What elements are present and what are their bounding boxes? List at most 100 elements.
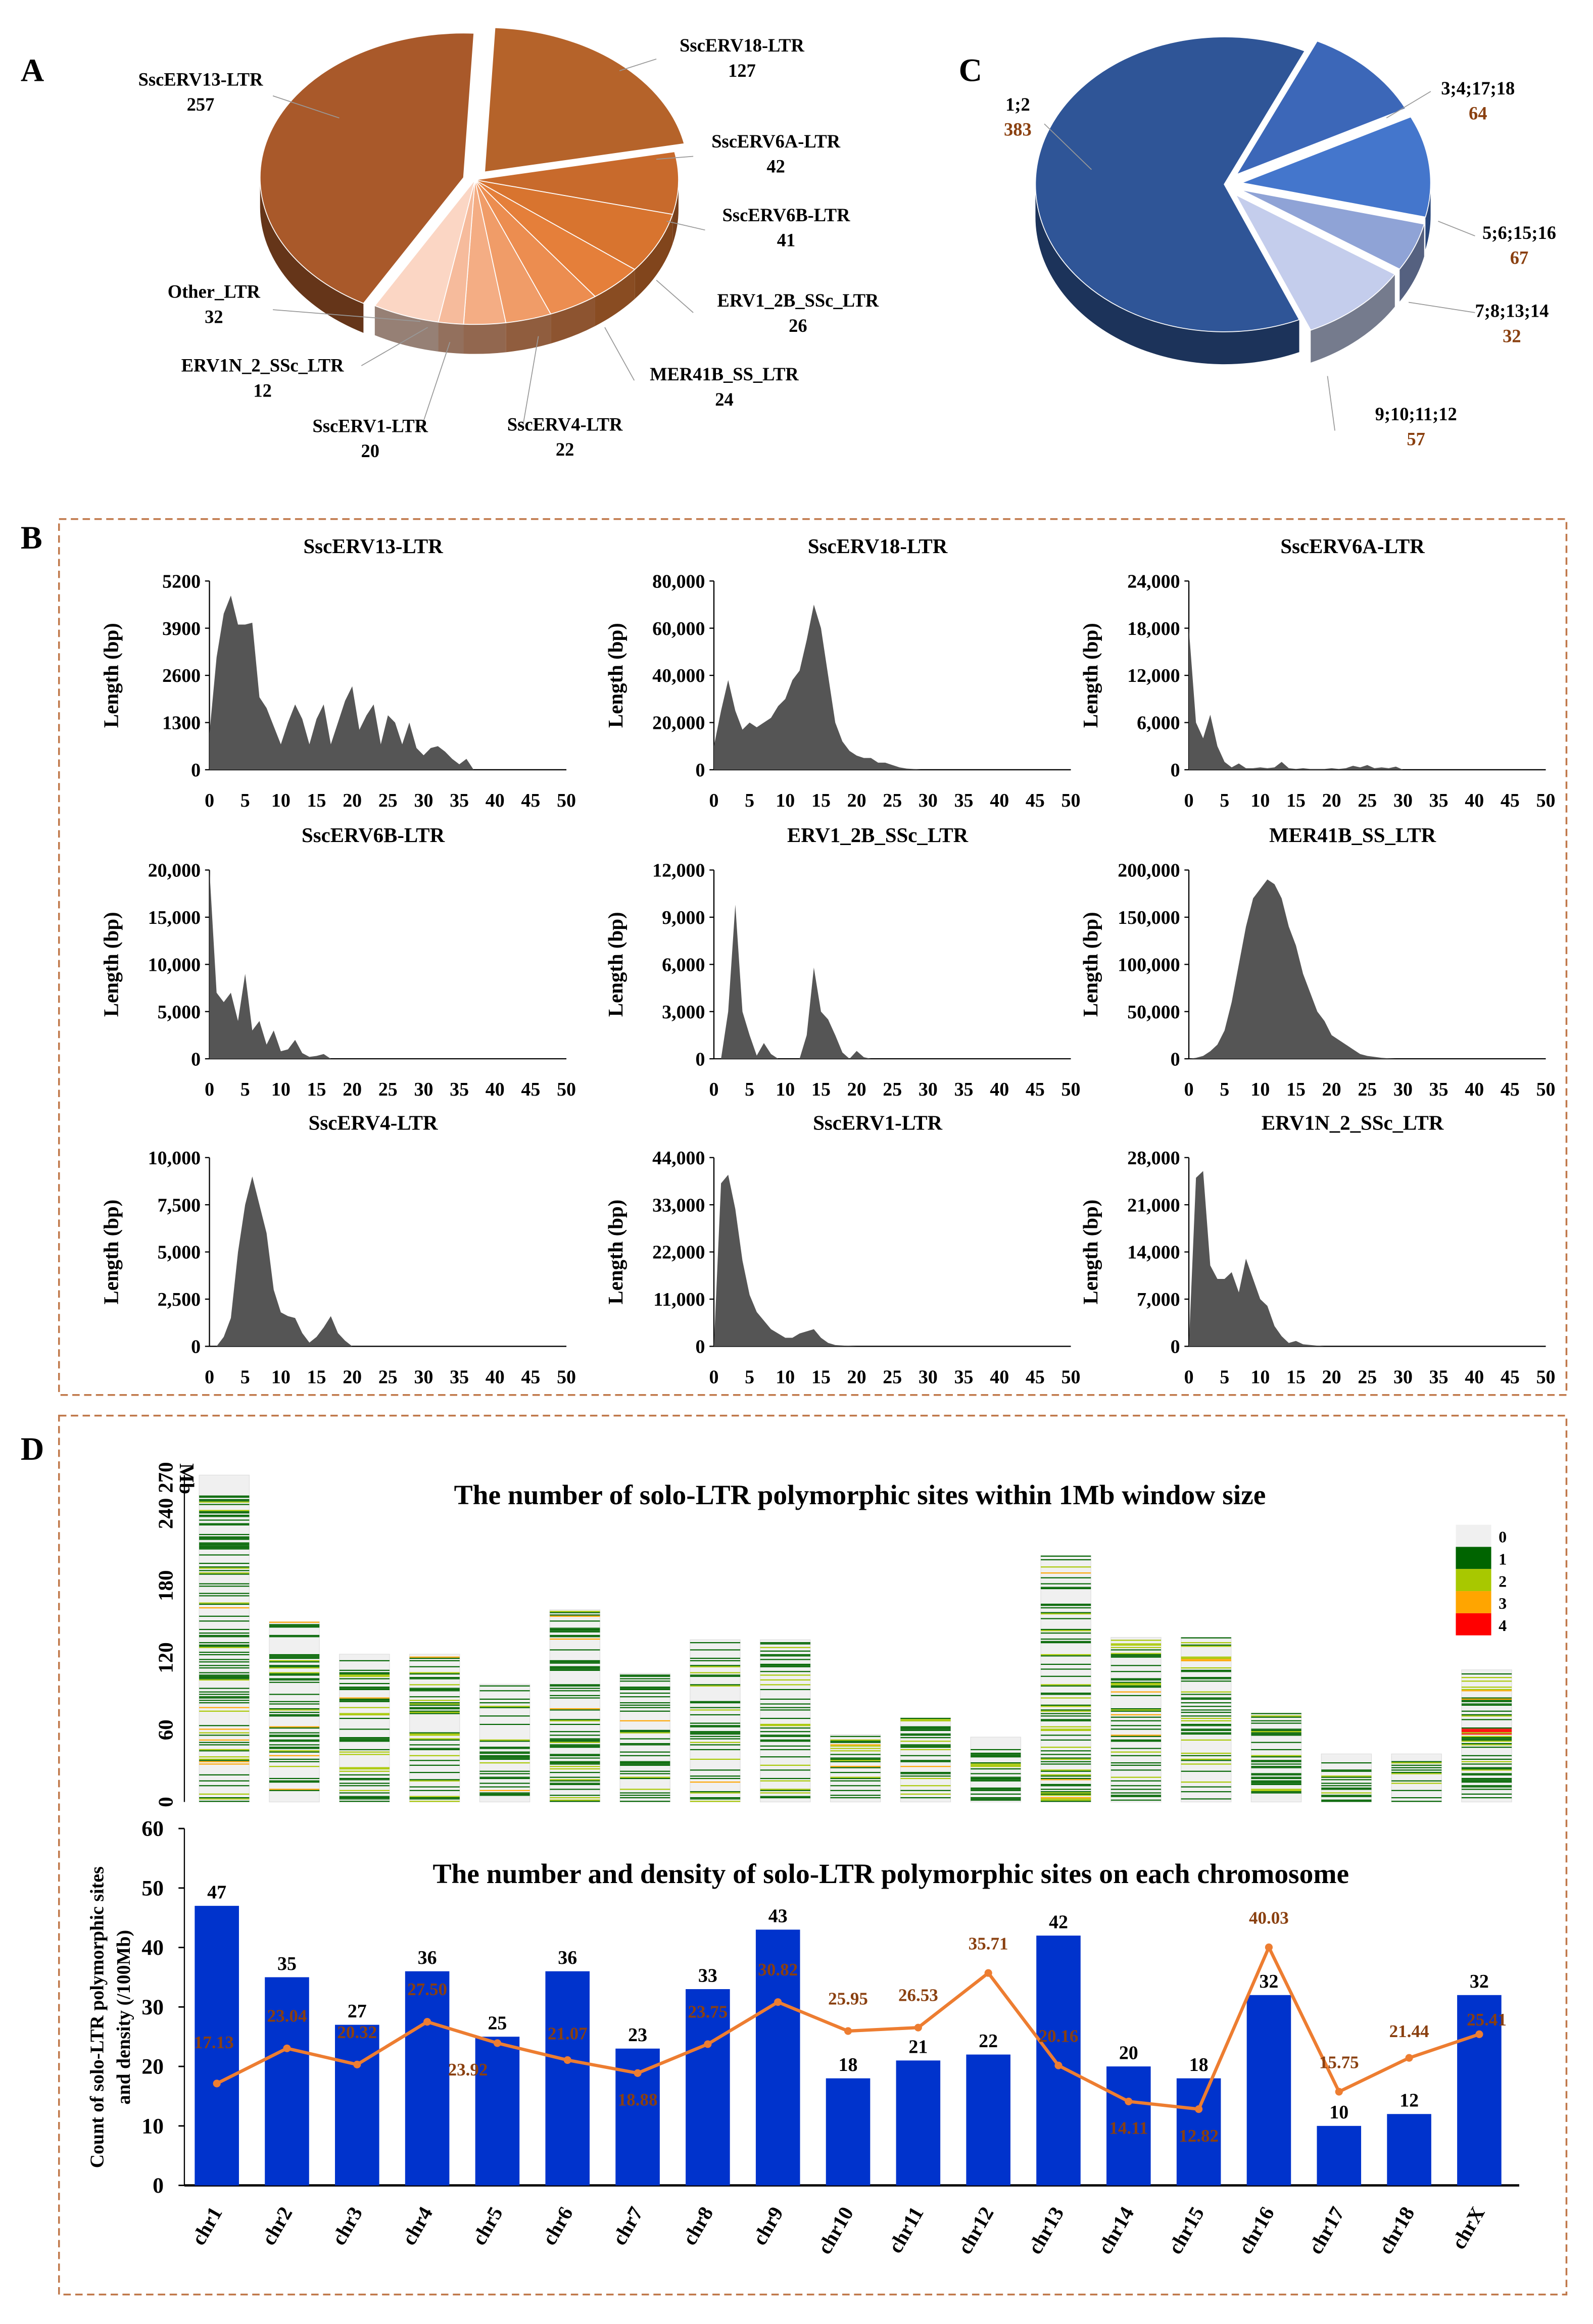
x-tick-label: 50 bbox=[1061, 1366, 1081, 1388]
site-stripe bbox=[690, 1731, 741, 1733]
site-stripe bbox=[1111, 1708, 1162, 1710]
site-stripe bbox=[199, 1573, 250, 1575]
site-stripe bbox=[1111, 1755, 1162, 1756]
site-stripe bbox=[199, 1696, 250, 1698]
site-stripe bbox=[1040, 1791, 1091, 1793]
site-stripe bbox=[1461, 1677, 1512, 1678]
site-stripe bbox=[620, 1777, 670, 1779]
x-tick-label: 25 bbox=[1358, 790, 1377, 811]
site-stripe bbox=[339, 1683, 390, 1685]
site-stripe bbox=[1040, 1642, 1091, 1644]
site-stripe bbox=[409, 1656, 460, 1658]
site-stripe bbox=[690, 1744, 741, 1746]
site-stripe bbox=[1461, 1767, 1512, 1768]
site-stripe bbox=[1461, 1701, 1512, 1702]
y-axis-label: Length (bp) bbox=[1079, 623, 1102, 728]
bar-chr6 bbox=[545, 1971, 590, 2186]
site-stripe bbox=[550, 1685, 600, 1687]
site-stripe bbox=[1040, 1775, 1091, 1777]
site-stripe bbox=[339, 1674, 390, 1676]
site-stripe bbox=[199, 1511, 250, 1512]
x-tick-label: 40 bbox=[1465, 1366, 1484, 1388]
site-stripe bbox=[550, 1669, 600, 1671]
site-stripe bbox=[1111, 1649, 1162, 1651]
site-stripe bbox=[199, 1545, 250, 1546]
site-stripe bbox=[1461, 1703, 1512, 1705]
site-stripe bbox=[1181, 1798, 1231, 1800]
site-stripe bbox=[269, 1674, 320, 1676]
site-stripe bbox=[900, 1741, 951, 1742]
site-stripe bbox=[1461, 1673, 1512, 1675]
density-value-label: 18.88 bbox=[618, 2090, 658, 2109]
y-tick-label: 0 bbox=[1171, 760, 1180, 781]
site-stripe bbox=[269, 1709, 320, 1711]
site-stripe bbox=[1461, 1727, 1512, 1729]
site-stripe bbox=[1040, 1628, 1091, 1630]
site-stripe bbox=[479, 1702, 530, 1704]
y-tick-label: 80,000 bbox=[652, 571, 705, 592]
site-stripe bbox=[1251, 1780, 1301, 1782]
site-stripe bbox=[269, 1780, 320, 1782]
site-stripe bbox=[409, 1689, 460, 1691]
x-tick-label: 40 bbox=[486, 790, 505, 811]
site-stripe bbox=[971, 1797, 1021, 1799]
site-stripe bbox=[620, 1702, 670, 1704]
site-stripe bbox=[409, 1739, 460, 1741]
site-stripe bbox=[900, 1790, 951, 1791]
site-stripe bbox=[269, 1735, 320, 1736]
density-value-label: 23.92 bbox=[448, 2060, 488, 2080]
density-point bbox=[353, 2060, 361, 2068]
density-value-label: 17.13 bbox=[194, 2033, 234, 2052]
site-stripe bbox=[1461, 1797, 1512, 1799]
site-stripe bbox=[1391, 1761, 1442, 1762]
site-stripe bbox=[409, 1732, 460, 1734]
x-tick-label: 50 bbox=[1061, 1079, 1081, 1100]
site-stripe bbox=[1111, 1751, 1162, 1753]
density-value-label: 26.53 bbox=[898, 1986, 938, 2005]
site-stripe bbox=[620, 1720, 670, 1721]
site-stripe bbox=[479, 1685, 530, 1687]
bar-chr1 bbox=[195, 1906, 239, 2186]
site-stripe bbox=[199, 1798, 250, 1800]
density-value-label: 21.07 bbox=[548, 2024, 588, 2044]
site-stripe bbox=[199, 1538, 250, 1539]
x-tick-label: 5 bbox=[240, 1366, 250, 1388]
site-stripe bbox=[199, 1665, 250, 1666]
site-stripe bbox=[1181, 1658, 1231, 1659]
density-point bbox=[844, 2027, 852, 2035]
chromosome-heatmap-chr9 bbox=[760, 1639, 811, 1803]
site-stripe bbox=[409, 1748, 460, 1749]
site-stripe bbox=[269, 1777, 320, 1779]
panel-label-a: A bbox=[21, 53, 44, 88]
site-stripe bbox=[1111, 1725, 1162, 1726]
legend-label: 3 bbox=[1499, 1594, 1507, 1612]
density-point bbox=[1195, 2105, 1203, 2113]
site-stripe bbox=[971, 1789, 1021, 1790]
slice-label: SscERV4-LTR bbox=[507, 414, 623, 434]
slice-label: SscERV13-LTR bbox=[138, 69, 263, 89]
chromosome-heatmap-chr18 bbox=[1391, 1753, 1442, 1803]
chromosome-heatmap-chr10 bbox=[830, 1734, 881, 1803]
site-stripe bbox=[550, 1666, 600, 1667]
density-value-label: 20.16 bbox=[1039, 2026, 1079, 2046]
x-tick-label: 25 bbox=[1358, 1079, 1377, 1100]
site-stripe bbox=[830, 1776, 881, 1778]
site-stripe bbox=[1040, 1655, 1091, 1657]
chromosome-heatmap-chr15 bbox=[1181, 1637, 1232, 1803]
x-tick-label: 10 bbox=[1250, 1366, 1270, 1388]
x-tick-label: 50 bbox=[1536, 1079, 1556, 1100]
bar-chr12 bbox=[966, 2054, 1010, 2186]
y-tick-label: 21,000 bbox=[1127, 1195, 1180, 1216]
site-stripe bbox=[1040, 1719, 1091, 1720]
x-tick-label: 0 bbox=[709, 1079, 719, 1100]
chromosome-bar bbox=[1250, 1712, 1302, 1803]
x-tick-label: 40 bbox=[1465, 1079, 1484, 1100]
site-stripe bbox=[550, 1631, 600, 1633]
site-stripe bbox=[269, 1755, 320, 1756]
site-stripe bbox=[760, 1769, 810, 1771]
heatmap-y-tick-label: 270 bbox=[155, 1462, 177, 1493]
density-point bbox=[1475, 2030, 1483, 2038]
site-stripe bbox=[760, 1655, 810, 1657]
site-stripe bbox=[269, 1678, 320, 1679]
site-stripe bbox=[479, 1777, 530, 1779]
